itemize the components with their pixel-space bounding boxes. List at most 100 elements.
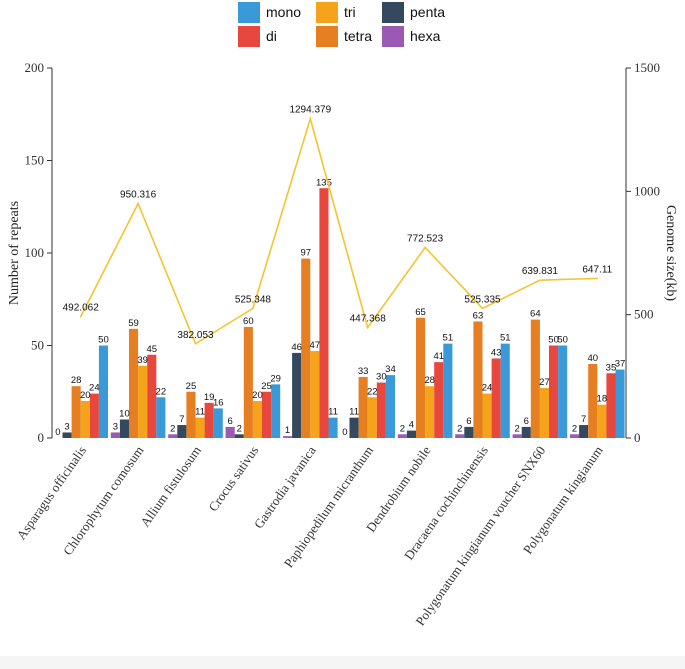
legend-swatch-di <box>238 26 260 47</box>
bar-tri <box>310 351 320 438</box>
bar-tetra <box>129 328 139 438</box>
bar-label-penta: 10 <box>119 409 130 420</box>
bar-penta <box>406 430 416 438</box>
bar-label-mono: 51 <box>500 333 511 344</box>
line-label: 382.053 <box>177 330 214 341</box>
bar-label-mono: 11 <box>328 407 338 418</box>
bar-label-hexa: 6 <box>228 416 233 427</box>
line-label: 647.11 <box>582 264 612 275</box>
line-point <box>252 307 254 310</box>
bar-penta <box>119 419 129 438</box>
bar-di <box>204 402 214 438</box>
bar-label-tetra: 33 <box>358 366 369 377</box>
line-label: 772.523 <box>407 233 444 244</box>
bar-penta <box>177 425 187 438</box>
bar-tetra <box>588 364 598 438</box>
x-category-label: Gastrodia javanica <box>251 443 319 531</box>
line-label: 1294.379 <box>289 105 331 116</box>
bar-tetra <box>416 317 426 438</box>
bar-label-hexa: 2 <box>572 423 577 434</box>
legend-label-di: di <box>266 28 277 44</box>
bar-hexa <box>570 434 580 438</box>
bar-penta <box>464 426 474 438</box>
legend-label-tetra: tetra <box>344 28 372 44</box>
bar-tetra <box>71 386 81 438</box>
bar-label-hexa: 2 <box>170 423 175 434</box>
line-point <box>366 326 369 329</box>
bar-mono <box>500 343 510 438</box>
bar-label-di: 45 <box>146 344 157 355</box>
line-point <box>194 342 197 345</box>
bar-di <box>89 393 99 438</box>
bars <box>62 188 625 438</box>
bar-mono <box>98 345 108 438</box>
y2-axis-title: Genome size(kb) <box>663 205 678 301</box>
bar-penta <box>349 417 359 438</box>
bar-tri <box>252 401 262 438</box>
bar-tri <box>425 386 435 438</box>
bar-label-tetra: 63 <box>473 310 484 321</box>
bar-penta <box>292 352 302 438</box>
legend-label-mono: mono <box>266 4 301 20</box>
line-label: 525.335 <box>464 294 501 305</box>
bar-mono <box>558 345 568 438</box>
bar-label-penta: 4 <box>409 420 414 431</box>
bar-mono <box>615 369 625 438</box>
bar-mono <box>385 375 395 438</box>
bar-mono <box>213 408 223 438</box>
y2-tick-label: 0 <box>634 430 641 445</box>
y-axis-title: Number of repeats <box>7 201 22 305</box>
line-genome-size <box>79 115 598 345</box>
bar-label-hexa: 0 <box>55 427 60 438</box>
bar-tetra <box>301 258 311 438</box>
y-tick-label: 0 <box>38 430 45 445</box>
bar-label-hexa: 2 <box>515 423 520 434</box>
bar-di <box>147 354 157 438</box>
line-label: 639.831 <box>522 266 559 277</box>
bar-tri <box>80 401 90 438</box>
bar-tetra <box>530 319 540 438</box>
legend-item-tri: tri <box>316 2 356 23</box>
bar-label-di: 35 <box>606 362 617 373</box>
bar-di <box>319 188 329 438</box>
bar-label-penta: 7 <box>581 414 586 425</box>
y-tick-label: 50 <box>31 338 44 353</box>
bar-label-hexa: 1 <box>285 425 290 436</box>
line-label: 447.368 <box>350 314 387 325</box>
bar-labels: 0328202450310593945222725111916626020252… <box>55 177 625 438</box>
bar-label-di: 43 <box>491 347 502 358</box>
legend-item-penta: penta <box>382 2 445 23</box>
legend-swatch-tetra <box>316 26 338 47</box>
bar-mono <box>328 417 338 438</box>
bar-tri <box>482 393 492 438</box>
bar-label-tri: 27 <box>539 377 550 388</box>
legend-swatch-hexa <box>382 26 404 47</box>
bar-tetra <box>186 391 196 438</box>
bar-label-penta: 6 <box>466 416 471 427</box>
line-point <box>309 117 312 120</box>
legend-label-hexa: hexa <box>410 28 441 44</box>
bar-mono <box>271 384 281 438</box>
bar-di <box>606 373 616 438</box>
legend-swatch-tri <box>316 2 338 23</box>
bar-tri <box>367 397 377 438</box>
bar-label-mono: 22 <box>156 386 167 397</box>
bar-label-mono: 50 <box>98 335 109 346</box>
y-tick-label: 150 <box>25 153 45 168</box>
legend-item-di: di <box>238 26 277 47</box>
bar-label-mono: 34 <box>385 364 396 375</box>
y2-tick-label: 500 <box>634 307 654 322</box>
bar-label-di: 30 <box>376 372 387 383</box>
bar-label-di: 50 <box>548 335 559 346</box>
x-category-label: Allium fistulosum <box>137 443 204 529</box>
bar-label-tri: 11 <box>195 407 205 418</box>
line-point <box>79 315 82 318</box>
bar-penta <box>234 434 244 438</box>
bar-label-tri: 20 <box>252 390 263 401</box>
bar-label-tri: 22 <box>367 386 378 397</box>
line-point <box>539 279 541 281</box>
bar-label-mono: 29 <box>270 373 281 384</box>
bar-label-tri: 47 <box>310 340 321 351</box>
line-point <box>481 307 484 310</box>
